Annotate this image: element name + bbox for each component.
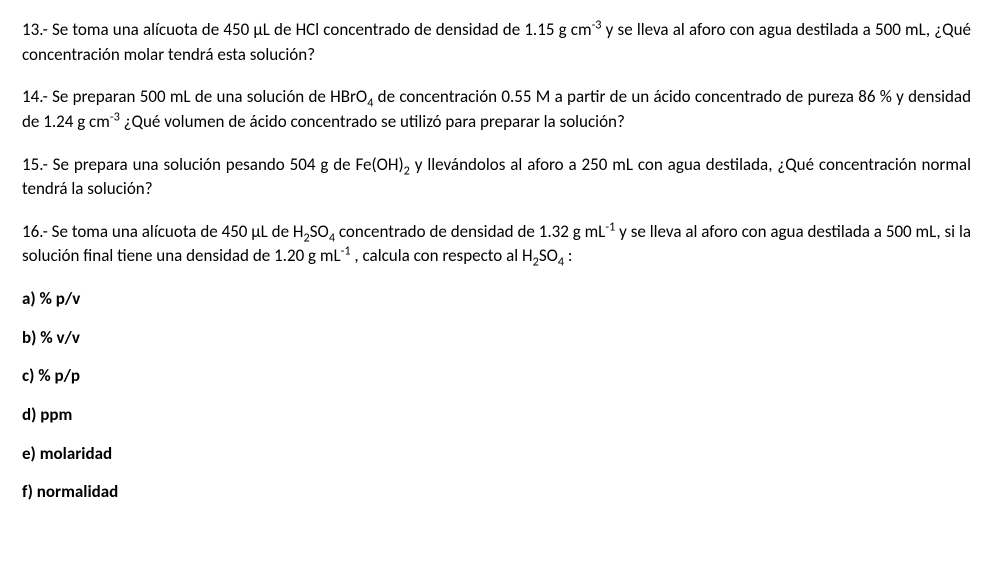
- question-number: 16.-: [22, 221, 48, 242]
- option-b: b) % v/v: [22, 326, 971, 351]
- question-16: 16.- Se toma una alícuota de 450 μL de H…: [22, 220, 971, 269]
- question-15: 15.- Se prepara una solución pesando 504…: [22, 153, 971, 202]
- question-text: Se toma una alícuota de 450 μL de HCl co…: [22, 19, 971, 65]
- question-number: 13.-: [22, 19, 48, 40]
- option-f: f) normalidad: [22, 480, 971, 505]
- question-text: Se prepara una solución pesando 504 g de…: [22, 154, 971, 200]
- question-13: 13.- Se toma una alícuota de 450 μL de H…: [22, 18, 971, 67]
- question-14: 14.- Se preparan 500 mL de una solución …: [22, 85, 971, 134]
- question-text: Se preparan 500 mL de una solución de HB…: [22, 86, 971, 132]
- option-c: c) % p/p: [22, 364, 971, 389]
- question-number: 15.-: [22, 154, 48, 175]
- option-d: d) ppm: [22, 403, 971, 428]
- question-number: 14.-: [22, 86, 48, 107]
- option-a: a) % p/v: [22, 287, 971, 312]
- option-e: e) molaridad: [22, 442, 971, 467]
- question-text: Se toma una alícuota de 450 μL de H2SO4 …: [22, 221, 971, 267]
